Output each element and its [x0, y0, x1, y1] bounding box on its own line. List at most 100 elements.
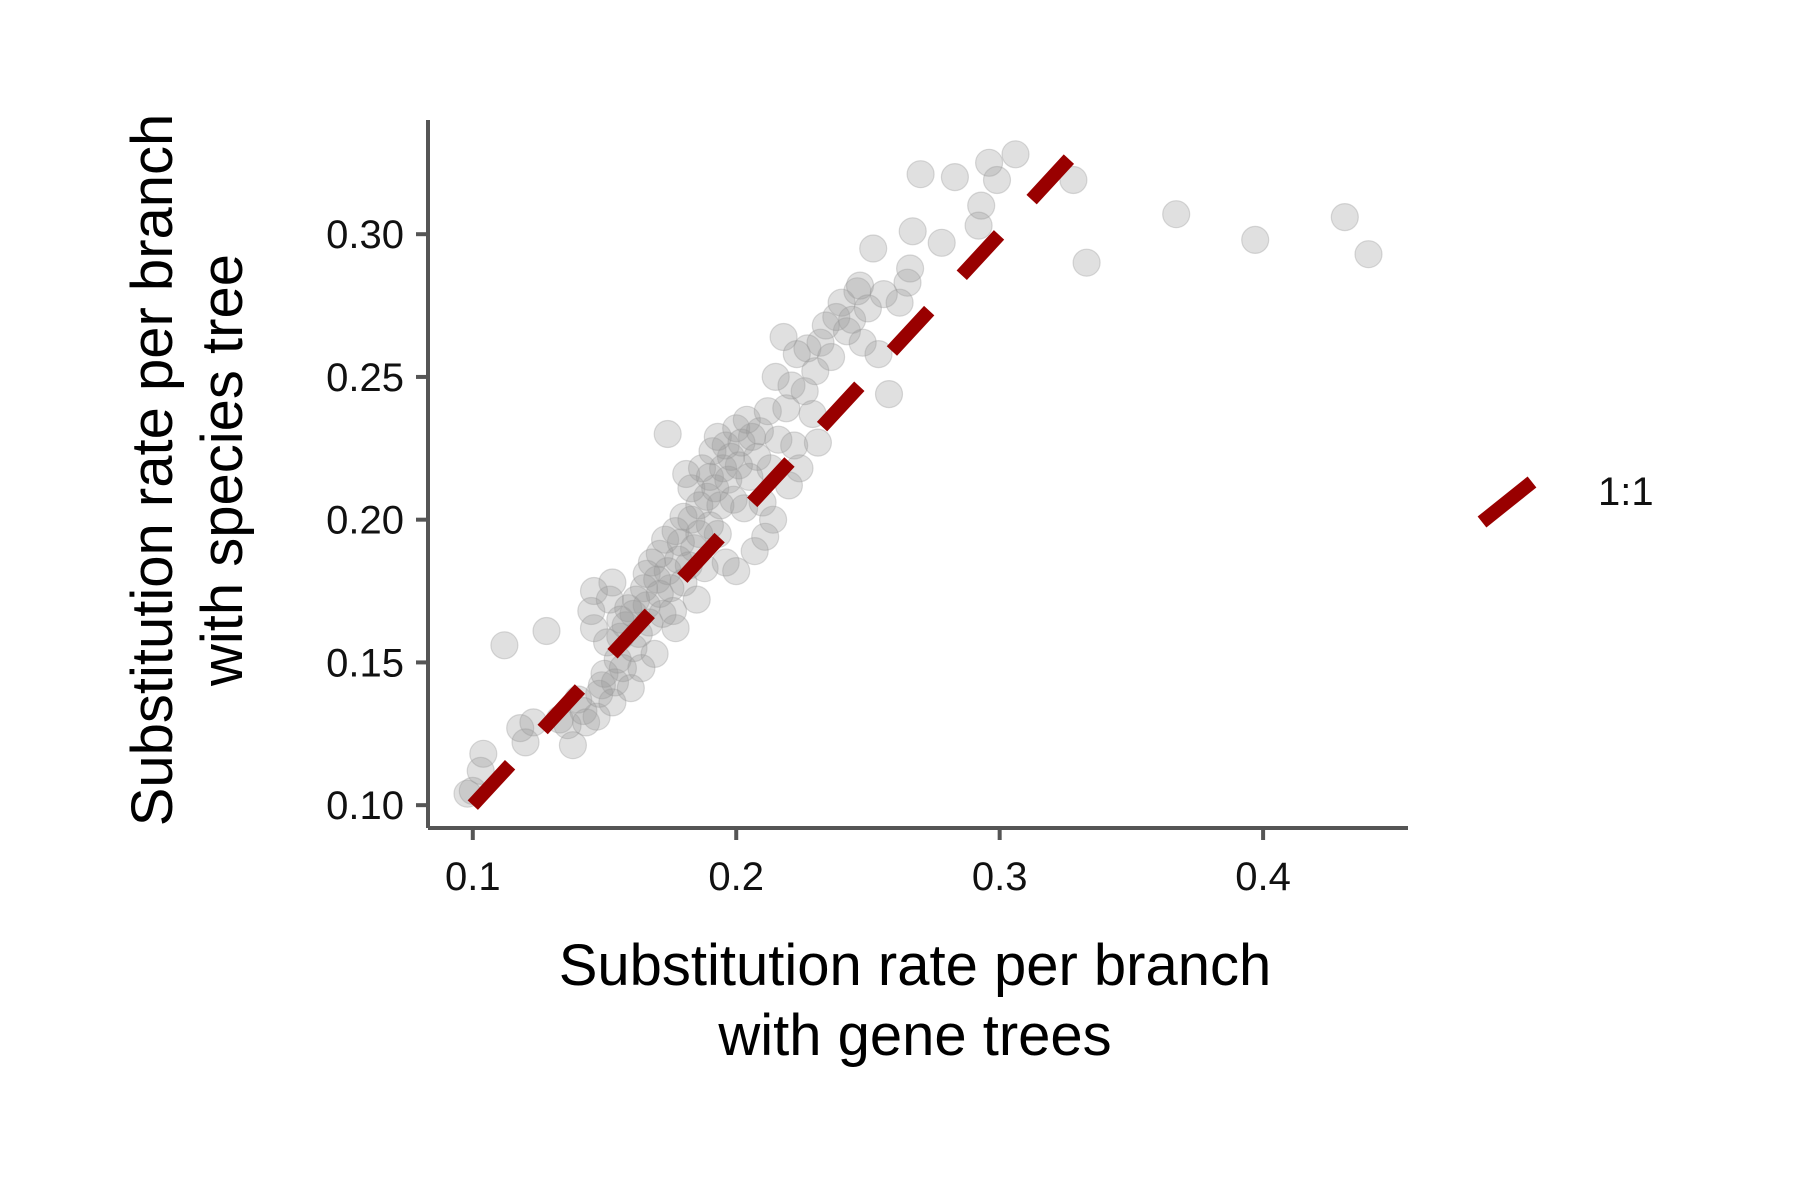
data-point: [661, 614, 690, 643]
data-point: [777, 371, 806, 400]
data-point: [695, 462, 725, 491]
y-tick-label: 0.20: [326, 499, 404, 543]
data-point: [832, 317, 862, 346]
x-axis-title-line-1: Substitution rate per branch: [559, 933, 1272, 998]
axes-layer: 0.1 0.2 0.3 0.4 0.10 0.15 0.20 0.25 0.30: [326, 120, 1408, 899]
data-point: [598, 568, 627, 597]
data-point: [1072, 248, 1101, 277]
legend-label: 1:1: [1598, 470, 1654, 514]
data-point: [982, 165, 1012, 195]
data-point: [711, 431, 740, 460]
data-point: [811, 311, 840, 340]
data-point: [643, 565, 672, 594]
data-point: [753, 397, 782, 426]
data-point: [687, 454, 717, 483]
data-point: [693, 482, 722, 511]
x-tick-label: 0.4: [1235, 855, 1291, 899]
data-point: [782, 340, 811, 369]
data-point: [801, 357, 830, 386]
x-tick-label: 0.1: [445, 855, 501, 899]
data-point: [874, 380, 904, 409]
data-point: [837, 305, 867, 334]
data-point: [1059, 165, 1088, 195]
data-point: [621, 585, 651, 614]
data-point: [722, 556, 751, 586]
data-point: [1330, 203, 1359, 232]
data-point: [558, 731, 588, 760]
x-tick-label: 0.3: [972, 855, 1028, 899]
data-point: [627, 653, 656, 683]
data-point: [595, 585, 624, 614]
data-point: [571, 708, 601, 737]
data-point: [845, 271, 875, 300]
data-point: [682, 585, 711, 614]
data-point: [790, 377, 819, 406]
data-point: [685, 491, 714, 520]
y-tick-label: 0.25: [326, 356, 404, 400]
data-point: [614, 594, 643, 623]
data-point: [843, 277, 872, 306]
y-tick-label: 0.30: [326, 213, 404, 257]
data-point: [587, 671, 617, 700]
data-point: [764, 425, 793, 454]
data-point: [859, 234, 888, 263]
data-point: [511, 728, 540, 757]
data-point: [645, 579, 674, 609]
y-axis-title-line-2: with species tree: [190, 254, 255, 687]
data-point: [1241, 225, 1270, 254]
data-point: [658, 596, 688, 626]
data-point: [927, 228, 956, 257]
data-point: [806, 328, 835, 357]
data-point: [772, 394, 801, 423]
data-point: [722, 414, 751, 443]
one-to-one-line: [467, 135, 1092, 810]
data-point: [677, 505, 706, 534]
data-point: [827, 288, 856, 317]
y-axis-title-line-1: Substitution rate per branch: [120, 114, 185, 827]
data-point: [751, 522, 780, 551]
data-point: [716, 442, 746, 471]
data-point: [616, 673, 645, 703]
y-tick-label: 0.15: [326, 641, 404, 685]
data-point: [469, 739, 498, 768]
data-point: [1162, 200, 1191, 229]
data-point: [656, 574, 685, 603]
data-point: [640, 639, 669, 669]
data-point: [727, 428, 756, 457]
data-point: [632, 559, 661, 589]
data-point: [848, 328, 877, 357]
data-point: [853, 294, 883, 323]
data-point: [532, 616, 561, 646]
data-point: [600, 668, 630, 697]
data-point: [719, 485, 748, 514]
data-point: [974, 148, 1004, 177]
data-point: [967, 191, 996, 220]
data-point: [735, 462, 764, 491]
data-point: [466, 756, 495, 786]
data-point: [650, 525, 680, 554]
data-point: [758, 505, 788, 534]
data-point: [898, 217, 927, 246]
data-point: [714, 465, 743, 494]
data-point: [677, 474, 706, 503]
data-point: [864, 340, 893, 369]
data-point: [816, 342, 846, 372]
data-point: [895, 254, 925, 283]
data-point: [506, 713, 535, 743]
data-point: [793, 334, 822, 363]
data-point: [669, 502, 698, 531]
data-point: [585, 679, 614, 708]
data-point: [761, 362, 790, 391]
data-point: [653, 419, 682, 449]
data-point: [606, 605, 635, 634]
data-point: [598, 688, 627, 717]
data-point: [822, 302, 851, 332]
data-point: [1354, 240, 1383, 269]
data-point: [685, 519, 714, 549]
data-point: [724, 451, 754, 480]
data-point: [964, 211, 993, 240]
data-point: [740, 536, 769, 566]
data-point: [729, 494, 759, 523]
data-point: [703, 422, 732, 451]
